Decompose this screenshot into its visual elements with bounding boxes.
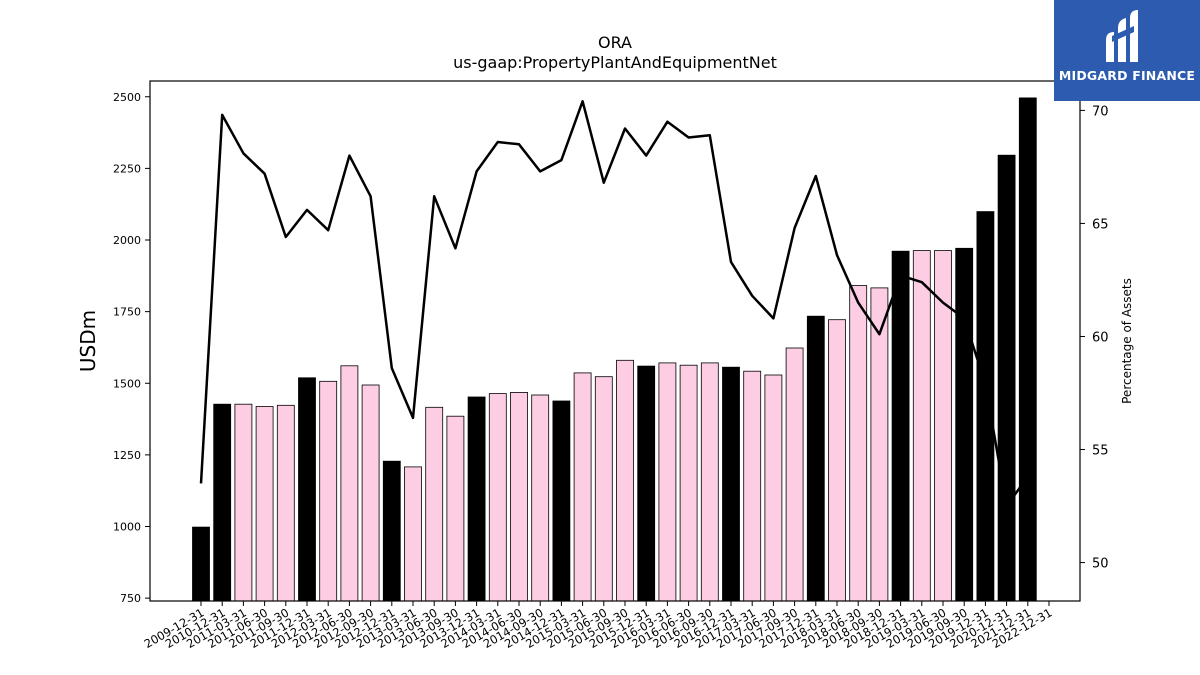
bar (764, 374, 783, 602)
y2-tick-label: 65 (1092, 217, 1109, 232)
bar (361, 384, 380, 602)
bar (637, 365, 656, 602)
bar (382, 460, 401, 602)
bar (594, 376, 613, 602)
y-tick-label: 1750 (113, 306, 141, 319)
bar (234, 403, 253, 602)
bar (891, 250, 910, 602)
bar (425, 406, 444, 602)
bar (722, 366, 740, 602)
bar (573, 372, 592, 602)
chart-subtitle: us-gaap:PropertyPlantAndEquipmentNet (453, 53, 777, 72)
y2-tick-label: 60 (1092, 330, 1109, 345)
logo-mark-icon (1106, 10, 1138, 62)
bar (955, 247, 974, 602)
plot-frame (149, 80, 1081, 602)
bar (849, 285, 868, 602)
y2-tick-label: 55 (1092, 444, 1109, 459)
y-tick-label: 1000 (113, 521, 141, 534)
bar (700, 362, 719, 602)
bar (552, 400, 571, 602)
bar (340, 365, 359, 602)
y-axis-label: USDm (76, 310, 100, 372)
bar (806, 315, 825, 602)
chart-title: ORA (598, 33, 632, 52)
bar (976, 211, 995, 602)
bar (1018, 97, 1037, 602)
midgard-finance-logo: MIDGARD FINANCE (1054, 0, 1200, 101)
y-tick-label: 2500 (113, 91, 141, 104)
bar (828, 319, 846, 602)
y-tick-label: 750 (120, 592, 141, 605)
bar (679, 364, 698, 602)
bar (912, 250, 931, 602)
y-tick-label: 1250 (113, 449, 141, 462)
y2-tick-label: 50 (1092, 557, 1109, 572)
y-tick-label: 2250 (113, 162, 141, 175)
y-tick-label: 1500 (113, 377, 141, 390)
y-tick-label: 2000 (113, 234, 141, 247)
bar (255, 406, 274, 602)
y2-axis-label: Percentage of Assets (1120, 278, 1134, 404)
bar (213, 403, 232, 602)
bar-series (192, 97, 1037, 602)
bar (298, 377, 316, 602)
bar (488, 393, 507, 602)
bar (616, 359, 634, 602)
left-axis: 750 1000 1250 1500 1750 2000 2250 2500 (113, 91, 150, 605)
bar (510, 391, 528, 602)
bar (743, 370, 762, 602)
bar (276, 404, 295, 602)
bar (658, 362, 677, 602)
bar (997, 154, 1016, 602)
bar (785, 347, 804, 602)
logo-text: MIDGARD FINANCE (1058, 68, 1196, 83)
bar (404, 466, 422, 602)
bar (531, 394, 550, 602)
bar (319, 380, 338, 602)
percentage-line (199, 100, 1029, 508)
bar (192, 526, 210, 602)
x-axis: 2009-12-312010-12-312011-03-312011-06-30… (142, 601, 1055, 651)
bar (446, 415, 465, 602)
right-axis: 50 55 60 65 70 (1080, 104, 1109, 572)
bar (467, 396, 486, 602)
y2-tick-label: 70 (1092, 104, 1109, 119)
